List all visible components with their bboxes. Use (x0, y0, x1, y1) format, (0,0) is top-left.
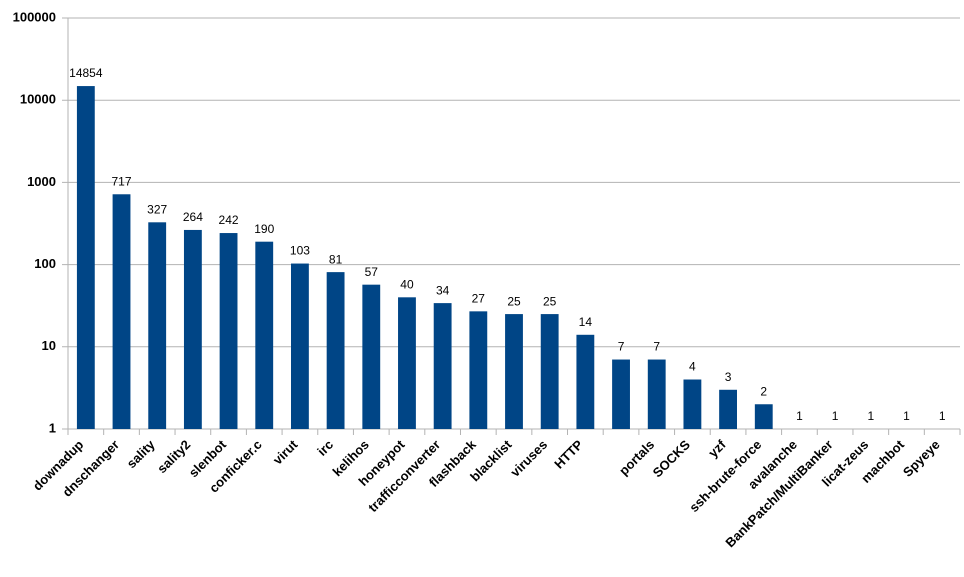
value-label: 1 (903, 409, 910, 423)
value-label: 7 (618, 340, 625, 354)
value-label: 27 (472, 292, 486, 306)
bar (754, 404, 773, 429)
value-label: 1 (939, 409, 946, 423)
value-label: 34 (436, 283, 450, 297)
bar (219, 233, 238, 429)
value-label: 14 (579, 315, 593, 329)
x-tick-label: SOCKS (650, 437, 694, 481)
x-tick-label: yzf (705, 436, 729, 460)
bar (719, 389, 737, 429)
value-label: 717 (112, 174, 132, 188)
x-tick-label: Spyeye (900, 437, 943, 480)
value-label: 1 (832, 409, 839, 423)
value-label: 7 (653, 340, 660, 354)
bar (326, 272, 345, 429)
value-label: 3 (725, 370, 732, 384)
bar (540, 314, 559, 429)
bar (647, 359, 666, 429)
bar (469, 311, 488, 429)
bar (505, 314, 523, 429)
x-tick-label: HTTP (551, 437, 586, 472)
value-label: 190 (254, 222, 274, 236)
bar (112, 194, 131, 429)
value-label: 57 (365, 265, 379, 279)
value-label: 242 (219, 213, 239, 227)
bar (683, 379, 702, 429)
value-label: 40 (400, 277, 414, 291)
y-tick-label: 10 (42, 338, 56, 353)
value-label: 327 (147, 202, 167, 216)
x-tick-label: viruses (507, 437, 550, 480)
y-tick-label: 1 (49, 420, 56, 435)
y-tick-label: 10000 (20, 92, 56, 107)
bar (576, 334, 595, 429)
y-tick-label: 1000 (27, 174, 56, 189)
bar (433, 303, 452, 429)
bar (148, 222, 167, 429)
value-label: 264 (183, 210, 203, 224)
value-label: 4 (689, 360, 696, 374)
bar (362, 284, 381, 429)
x-tick-label: virut (270, 436, 301, 467)
bar (612, 359, 630, 429)
value-label: 1 (867, 409, 874, 423)
value-label: 25 (507, 294, 521, 308)
value-label: 25 (543, 294, 557, 308)
y-tick-label: 100 (34, 256, 56, 271)
value-label: 14854 (69, 66, 103, 80)
bar (291, 263, 309, 429)
y-tick-label: 100000 (13, 9, 56, 24)
value-label: 81 (329, 252, 343, 266)
value-label: 1 (796, 409, 803, 423)
value-label: 2 (760, 384, 767, 398)
bar (255, 241, 274, 429)
bar (76, 86, 95, 430)
x-tick-label: irc (314, 437, 336, 459)
bar (183, 229, 202, 429)
value-label: 103 (290, 244, 310, 258)
bar (398, 297, 416, 429)
